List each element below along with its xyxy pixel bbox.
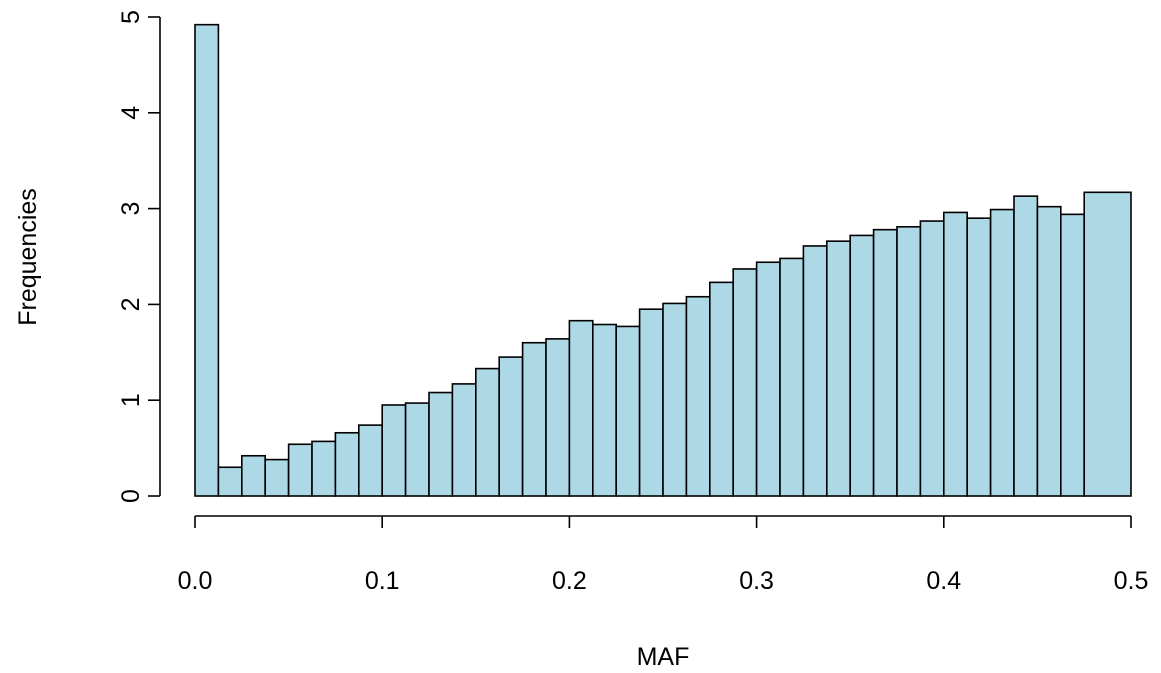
histogram-bar <box>662 302 688 497</box>
x-axis: 0.0 0.1 0.2 0.3 0.4 0.5 <box>178 515 1149 595</box>
histogram-bar <box>311 440 337 497</box>
histogram-bar <box>919 220 945 497</box>
histogram-bar <box>825 240 851 497</box>
x-tick-label: 0.1 <box>365 567 400 595</box>
histogram-bar <box>474 367 500 497</box>
histogram-bar <box>615 325 641 497</box>
histogram-bar <box>802 245 828 497</box>
histogram-bar <box>638 308 664 497</box>
histogram-bar <box>357 424 383 497</box>
y-tick-label: 1 <box>117 393 145 407</box>
histogram-bar <box>264 458 290 497</box>
histogram-bar <box>545 338 571 497</box>
histogram-bar <box>498 356 524 497</box>
histogram-bar <box>872 228 898 497</box>
histogram-bar <box>428 391 454 497</box>
x-ticks: 0.0 0.1 0.2 0.3 0.4 0.5 <box>178 516 1149 595</box>
histogram-bar <box>966 217 992 497</box>
histogram-bar <box>217 466 243 497</box>
histogram-bar <box>591 323 617 497</box>
histogram-bar <box>1083 191 1132 497</box>
histogram-bar <box>381 404 407 497</box>
histogram-bar <box>755 261 781 497</box>
histogram-bar <box>521 341 547 497</box>
histogram-bar <box>896 226 922 497</box>
histogram-bar <box>334 431 360 497</box>
histogram-bar <box>1036 205 1062 497</box>
x-tick-label: 0.4 <box>926 567 961 595</box>
y-tick-label: 4 <box>117 106 145 120</box>
histogram-bar <box>1013 195 1039 497</box>
histogram-bar <box>685 295 711 497</box>
x-tick-label: 0.2 <box>552 567 587 595</box>
histogram-bar <box>708 281 734 497</box>
y-tick-label: 2 <box>117 297 145 311</box>
histogram-bar <box>1060 213 1086 497</box>
histogram-bar <box>732 268 758 497</box>
histogram-bar <box>287 443 313 497</box>
histogram-bar <box>989 208 1015 497</box>
histogram-bar <box>568 319 594 497</box>
histogram-bar <box>241 454 267 497</box>
x-tick-label: 0.0 <box>178 567 213 595</box>
histogram-bar <box>194 23 220 497</box>
histogram-bar <box>779 257 805 497</box>
histogram-bar <box>942 211 968 497</box>
histogram-bar <box>404 402 430 497</box>
x-tick-label: 0.3 <box>739 567 774 595</box>
x-tick-label: 0.5 <box>1114 567 1149 595</box>
y-ticks: 0 1 2 3 4 5 <box>117 10 160 503</box>
histogram-bar <box>451 383 477 497</box>
y-axis: 0 1 2 3 4 5 <box>117 10 161 503</box>
y-tick-label: 0 <box>117 489 145 503</box>
y-tick-label: 3 <box>117 202 145 216</box>
y-axis-title: Frequencies <box>14 188 42 326</box>
y-tick-label: 5 <box>117 10 145 24</box>
histogram-bars <box>194 23 1132 497</box>
x-axis-title: MAF <box>637 643 690 671</box>
histogram-bar <box>849 234 875 497</box>
